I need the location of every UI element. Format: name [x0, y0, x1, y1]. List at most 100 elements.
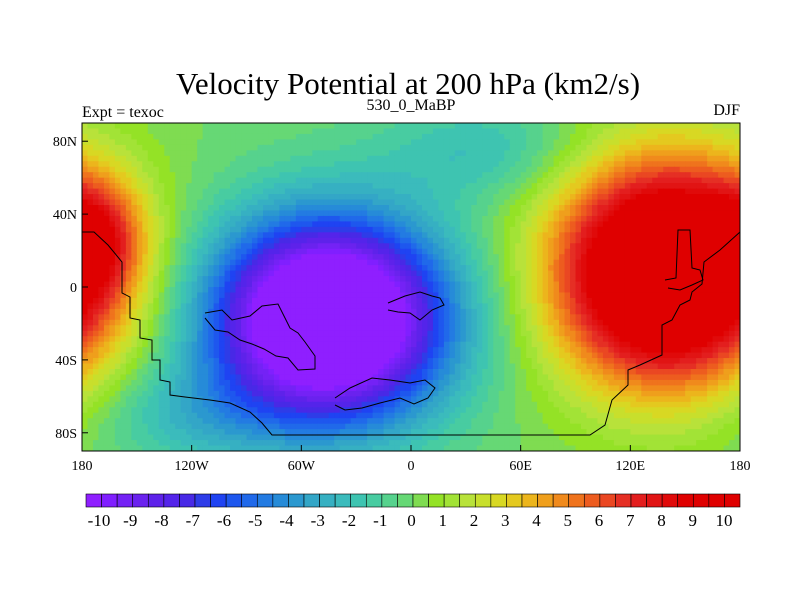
field-cell	[251, 243, 259, 250]
field-cell	[345, 248, 352, 255]
field-cell	[690, 205, 697, 212]
field-cell	[131, 177, 138, 184]
field-cell	[476, 210, 483, 217]
field-cell	[657, 128, 664, 135]
field-cell	[323, 172, 330, 179]
field-cell	[224, 150, 231, 157]
field-cell	[350, 183, 357, 190]
field-cell	[273, 161, 280, 168]
field-cell	[323, 319, 330, 326]
field-cell	[328, 166, 335, 173]
field-cell	[630, 128, 637, 135]
field-cell	[350, 270, 357, 277]
field-cell	[591, 161, 599, 168]
field-cell	[482, 243, 489, 250]
field-cell	[98, 155, 105, 162]
field-cell	[498, 123, 505, 130]
field-cell	[339, 221, 346, 228]
field-cell	[449, 292, 456, 299]
field-cell	[449, 128, 456, 135]
field-cell	[421, 325, 429, 332]
field-cell	[158, 308, 165, 315]
field-cell	[317, 237, 324, 244]
field-cell	[707, 210, 714, 217]
field-cell	[169, 155, 176, 162]
field-cell	[487, 144, 494, 151]
field-cell	[328, 215, 335, 222]
field-cell	[378, 183, 385, 190]
field-cell	[262, 281, 270, 288]
field-cell	[394, 259, 401, 266]
field-cell	[334, 183, 341, 190]
field-cell	[526, 172, 533, 179]
field-cell	[400, 314, 407, 321]
field-cell	[608, 254, 615, 261]
field-cell	[169, 166, 176, 173]
field-cell	[493, 330, 500, 337]
field-cell	[323, 336, 330, 343]
field-cell	[87, 243, 94, 250]
field-cell	[378, 205, 385, 212]
field-cell	[454, 210, 461, 217]
field-cell	[564, 139, 571, 146]
field-cell	[103, 144, 111, 151]
field-cell	[230, 199, 237, 206]
field-cell	[389, 166, 396, 173]
field-cell	[564, 205, 571, 212]
field-cell	[707, 325, 714, 332]
field-cell	[553, 199, 560, 206]
field-cell	[175, 330, 182, 337]
field-cell	[630, 325, 637, 332]
field-cell	[153, 243, 160, 250]
field-cell	[427, 336, 434, 343]
field-cell	[509, 276, 516, 283]
field-cell	[487, 303, 494, 310]
field-cell	[175, 226, 182, 233]
field-cell	[202, 237, 209, 244]
field-cell	[630, 248, 637, 255]
field-cell	[460, 210, 467, 217]
field-cell	[284, 210, 291, 217]
field-cell	[273, 330, 280, 337]
field-cell	[668, 221, 675, 228]
field-cell	[471, 188, 478, 195]
field-cell	[405, 265, 412, 272]
field-cell	[383, 183, 390, 190]
field-cell	[701, 144, 708, 151]
field-cell	[131, 226, 138, 233]
field-cell	[564, 172, 571, 179]
field-cell	[186, 128, 193, 135]
field-cell	[548, 161, 555, 168]
field-cell	[460, 123, 467, 130]
field-cell	[542, 205, 549, 212]
field-cell	[301, 259, 308, 266]
field-cell	[208, 215, 215, 222]
field-cell	[230, 194, 237, 201]
field-cell	[246, 188, 253, 195]
field-cell	[153, 292, 160, 299]
field-cell	[608, 177, 615, 184]
field-cell	[120, 188, 127, 195]
field-cell	[208, 161, 215, 168]
field-cell	[405, 150, 412, 157]
field-cell	[164, 150, 171, 157]
field-cell	[690, 133, 697, 140]
field-cell	[657, 199, 664, 206]
field-cell	[619, 254, 626, 261]
field-cell	[701, 205, 708, 212]
field-cell	[438, 254, 445, 261]
field-cell	[432, 270, 440, 277]
field-cell	[411, 205, 418, 212]
field-cell	[103, 194, 111, 201]
field-cell	[361, 172, 368, 179]
field-cell	[438, 166, 445, 173]
field-cell	[208, 248, 215, 255]
field-cell	[279, 270, 286, 277]
field-cell	[449, 221, 456, 228]
field-cell	[389, 215, 396, 222]
field-cell	[367, 183, 374, 190]
field-cell	[290, 270, 297, 277]
field-cell	[284, 254, 291, 261]
field-cell	[449, 194, 456, 201]
field-cell	[718, 248, 725, 255]
